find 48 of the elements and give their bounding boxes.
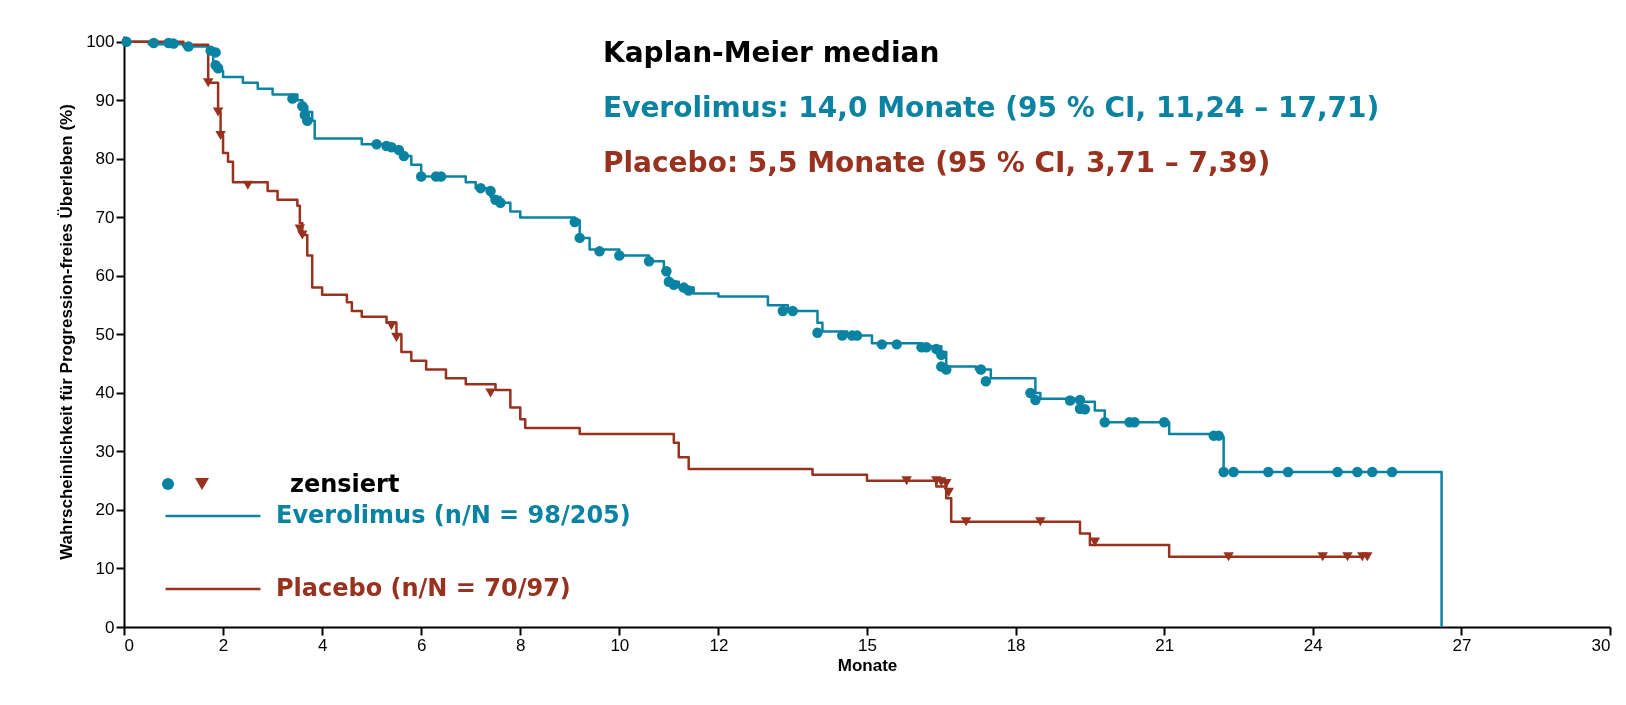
point [215,130,226,141]
x-tick-label: 30 [1591,635,1611,655]
point [1317,552,1328,562]
x-tick-label: 15 [858,635,877,655]
point [212,107,224,117]
legend-title: zensiert [290,470,400,498]
y-tick-label: 10 [95,558,115,578]
y-tick-label: 30 [95,441,115,461]
y-tick-label: 90 [95,90,115,110]
x-tick-label: 2 [218,635,229,655]
point [242,180,254,190]
point [1362,552,1373,562]
point [1035,517,1046,527]
legend-label: Everolimus (n/N = 98/205) [276,501,631,529]
point [901,476,912,486]
y-tick-label: 60 [95,266,115,286]
annotation: Placebo: 5,5 Monate (95 % CI, 3,71 – 7,39) [603,146,1271,179]
x-tick-label: 24 [1303,635,1323,655]
x-tick-label: 8 [516,635,526,655]
point [1342,552,1353,562]
point [386,321,397,331]
legend-label: Placebo (n/N = 70/97) [276,574,571,602]
x-tick-label: 6 [416,635,427,655]
x-tick-label: 12 [709,635,729,655]
point [1223,552,1234,562]
x-tick-label: 21 [1155,635,1175,655]
point [391,332,402,342]
point [485,388,496,398]
y-axis-title: Wahrscheinlichkeit für Progression-freies Überleben (%) [57,104,77,560]
point [202,78,214,88]
y-tick-label: 20 [95,500,115,520]
y-tick-label: 80 [95,149,115,169]
x-axis-title: Monate [837,655,898,675]
point [297,230,308,240]
point [960,517,972,527]
x-tick-label: 4 [317,635,328,655]
y-tick-label: 0 [105,617,115,637]
x-tick-label: 18 [1006,635,1026,655]
y-tick-label: 40 [95,383,115,403]
x-tick-label: 0 [124,635,134,655]
y-tick-label: 50 [95,324,115,344]
x-tick-label: 10 [610,635,630,655]
annotation: Everolimus: 14,0 Monate (95 % CI, 11,24 – 17,71) [603,91,1380,124]
chart-title: Kaplan-Meier median [603,36,940,69]
x-tick-label: 27 [1452,635,1472,655]
point [943,487,954,497]
y-tick-label: 100 [86,32,115,52]
y-tick-label: 70 [95,207,115,227]
